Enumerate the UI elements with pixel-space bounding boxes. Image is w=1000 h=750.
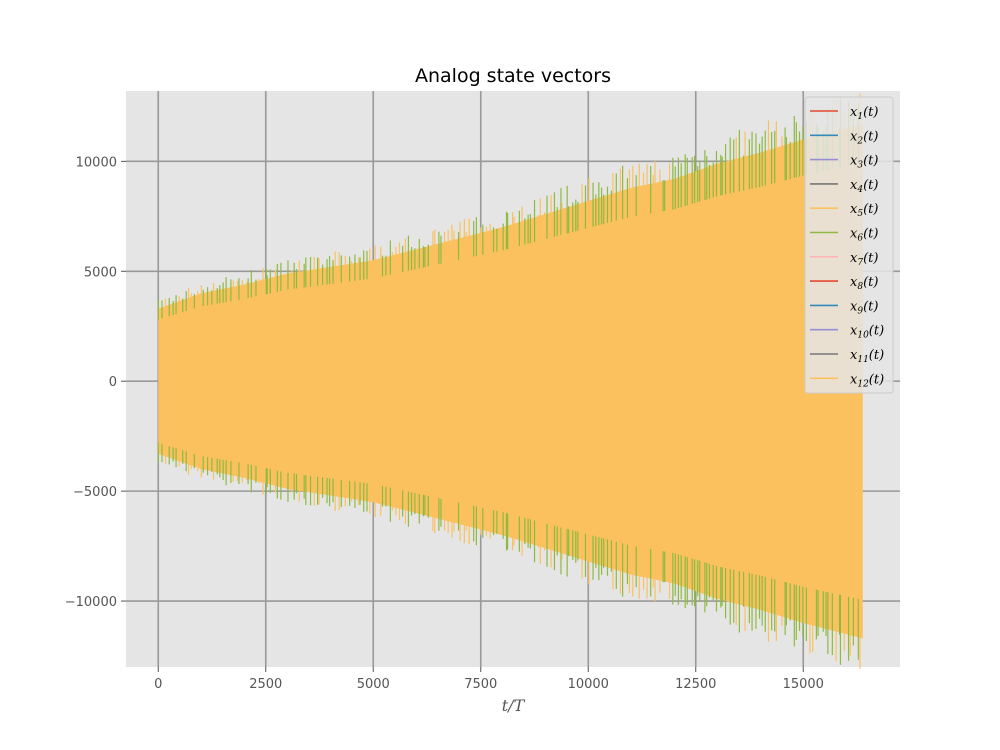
legend-entry: x10(t) <box>850 324 884 341</box>
y-tick-label: −10000 <box>65 595 117 610</box>
x-tick-label: 12500 <box>675 677 716 692</box>
y-axis: 10000 5000 0 −5000 −10000 <box>65 155 126 610</box>
x-axis-label: t/T <box>502 696 526 715</box>
y-tick-label: 5000 <box>84 265 117 280</box>
legend-box <box>804 96 894 394</box>
legend-entry: x9(t) <box>850 299 878 316</box>
x-tick-label: 2500 <box>249 677 282 692</box>
legend-entry: x2(t) <box>850 129 878 146</box>
legend-entry: x12(t) <box>850 372 884 389</box>
legend-entry: x1(t) <box>850 105 878 122</box>
chart-title: Analog state vectors <box>415 65 611 87</box>
legend-entry: x7(t) <box>850 251 878 268</box>
series-envelope <box>158 124 863 639</box>
y-tick-label: −5000 <box>73 485 117 500</box>
series-layer <box>157 93 863 669</box>
x-tick-label: 0 <box>154 677 162 692</box>
legend-entry: x5(t) <box>850 202 878 219</box>
x-tick-label: 7500 <box>464 677 497 692</box>
y-tick-label: 10000 <box>76 155 117 170</box>
legend-entry: x4(t) <box>850 178 878 195</box>
legend-entry: x8(t) <box>850 275 878 292</box>
y-tick-label: 0 <box>109 375 117 390</box>
x-axis: 0 2500 5000 7500 10000 12500 15000 <box>154 667 824 692</box>
legend-entry: x11(t) <box>850 348 884 365</box>
legend-entry: x3(t) <box>850 154 878 171</box>
legend: x1(t) x2(t) x3(t) x4(t) x5(t) x6(t) x7(t) x8(t)… <box>804 96 894 394</box>
x-tick-label: 10000 <box>568 677 609 692</box>
legend-entry: x6(t) <box>850 227 878 244</box>
x-tick-label: 5000 <box>357 677 390 692</box>
x-tick-label: 15000 <box>783 677 824 692</box>
